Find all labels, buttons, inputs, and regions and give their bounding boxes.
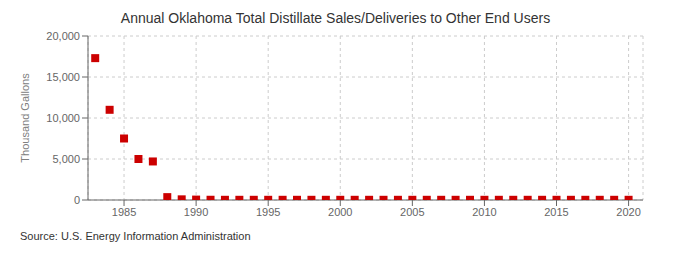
svg-text:2010: 2010 <box>472 206 496 218</box>
svg-text:1995: 1995 <box>256 206 280 218</box>
svg-text:20,000: 20,000 <box>46 30 80 42</box>
html-text:Source: U.S. Energy Informatio: Source: U.S. Energy Information Administ… <box>20 230 251 242</box>
svg-text:2000: 2000 <box>328 206 352 218</box>
svg-text:2015: 2015 <box>544 206 568 218</box>
svg-text:2020: 2020 <box>616 206 640 218</box>
svg-text:1985: 1985 <box>112 206 136 218</box>
svg-text:15,000: 15,000 <box>46 71 80 83</box>
html-text:Annual Oklahoma Total Distilla: Annual Oklahoma Total Distillate Sales/D… <box>120 10 551 26</box>
svg-text:0: 0 <box>74 194 80 206</box>
svg-text:2005: 2005 <box>400 206 424 218</box>
svg-text:1990: 1990 <box>184 206 208 218</box>
svg-text:10,000: 10,000 <box>46 112 80 124</box>
svg-text:Thousand Gallons: Thousand Gallons <box>19 73 31 163</box>
svg-text:5,000: 5,000 <box>52 153 80 165</box>
